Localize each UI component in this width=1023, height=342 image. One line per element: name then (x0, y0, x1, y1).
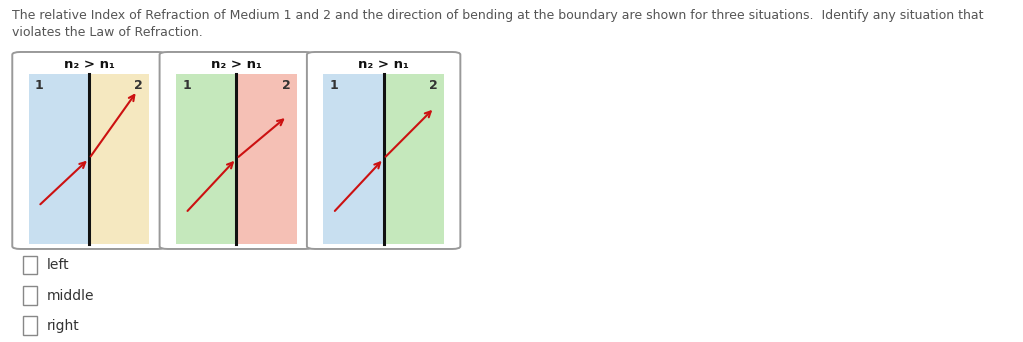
Bar (176, 74, 236, 244)
Text: right: right (47, 319, 80, 332)
Bar (89, 74, 149, 244)
Bar (29, 74, 89, 244)
FancyBboxPatch shape (307, 52, 460, 249)
Bar (23, 256, 37, 274)
Bar (236, 74, 297, 244)
Text: n₂ > n₁: n₂ > n₁ (63, 58, 115, 71)
Text: n₂ > n₁: n₂ > n₁ (358, 58, 409, 71)
FancyBboxPatch shape (160, 52, 313, 249)
FancyBboxPatch shape (12, 52, 166, 249)
Text: The relative Index of Refraction of Medium 1 and 2 and the direction of bending : The relative Index of Refraction of Medi… (12, 9, 984, 39)
Text: 1: 1 (182, 79, 191, 92)
Bar (384, 74, 444, 244)
Text: 2: 2 (429, 79, 438, 92)
Bar (23, 316, 37, 335)
Bar (323, 74, 384, 244)
Bar (23, 287, 37, 305)
Text: 2: 2 (281, 79, 291, 92)
Text: 2: 2 (134, 79, 143, 92)
Text: 1: 1 (329, 79, 339, 92)
Text: middle: middle (47, 289, 94, 303)
Text: n₂ > n₁: n₂ > n₁ (211, 58, 262, 71)
Text: left: left (47, 258, 70, 272)
Text: 1: 1 (35, 79, 44, 92)
